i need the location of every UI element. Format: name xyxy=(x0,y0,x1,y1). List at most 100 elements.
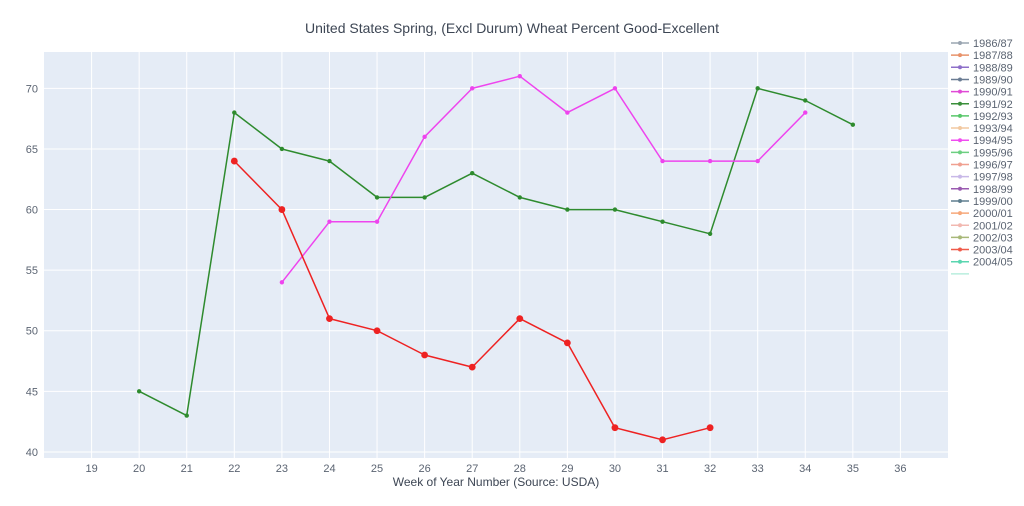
legend-swatch-marker xyxy=(958,101,962,106)
data-point xyxy=(422,195,427,200)
legend-label: 1992/93 xyxy=(973,111,1013,123)
x-tick-label: 19 xyxy=(85,463,97,475)
data-point xyxy=(755,86,760,91)
series-lines xyxy=(136,74,856,444)
x-tick-label: 31 xyxy=(656,463,668,475)
x-tick-label: 22 xyxy=(228,463,240,475)
x-tick-label: 25 xyxy=(371,463,383,475)
data-point xyxy=(279,146,285,152)
data-point xyxy=(660,219,665,224)
y-tick-label: 50 xyxy=(26,326,38,338)
legend-item[interactable]: 2004/05 xyxy=(951,257,1013,269)
legend-item[interactable]: 1994/95 xyxy=(951,135,1013,147)
legend-item[interactable]: 1996/97 xyxy=(951,160,1013,172)
x-tick-label: 21 xyxy=(181,463,193,475)
x-tick-label: 28 xyxy=(514,463,526,475)
legend-label: 1998/99 xyxy=(973,184,1013,196)
legend-item[interactable]: 2002/03 xyxy=(951,232,1013,244)
legend-item[interactable]: 2003/04 xyxy=(951,245,1013,257)
legend-item[interactable]: 1993/94 xyxy=(951,123,1013,135)
x-tick-label: 36 xyxy=(894,463,906,475)
legend-swatch-marker xyxy=(958,126,962,131)
data-point xyxy=(136,389,142,394)
legend-swatch-marker xyxy=(958,53,962,58)
chart-title: United States Spring, (Excl Durum) Wheat… xyxy=(305,20,719,36)
legend-item[interactable]: 1990/91 xyxy=(951,87,1013,99)
legend-swatch-marker xyxy=(958,198,962,203)
y-tick-label: 65 xyxy=(26,144,38,156)
data-point xyxy=(565,110,570,115)
legend-swatch-marker xyxy=(958,138,962,143)
data-point xyxy=(279,280,285,285)
legend-label: 2004/05 xyxy=(973,257,1013,269)
legend-label: 1993/94 xyxy=(973,123,1013,135)
x-tick-label: 24 xyxy=(323,463,335,475)
legend-item[interactable]: 2000/01 xyxy=(951,208,1013,220)
data-point xyxy=(327,219,332,224)
y-tick-label: 40 xyxy=(26,447,38,459)
x-tick-label: 34 xyxy=(799,463,811,475)
data-point xyxy=(660,158,665,164)
legend-item[interactable]: 1997/98 xyxy=(951,172,1013,184)
legend: 1986/871987/881988/891989/901990/911991/… xyxy=(951,38,1013,275)
x-tick-label: 23 xyxy=(276,463,288,475)
data-point xyxy=(468,363,476,371)
data-point xyxy=(612,207,618,212)
legend-swatch-marker xyxy=(958,162,962,167)
data-point xyxy=(232,110,237,115)
y-tick-label: 45 xyxy=(26,386,38,398)
data-point xyxy=(707,231,713,236)
legend-item[interactable]: 1988/89 xyxy=(951,62,1013,74)
legend-swatch-marker xyxy=(958,150,962,155)
data-point xyxy=(659,436,666,444)
x-tick-label: 27 xyxy=(466,463,478,475)
series-2 xyxy=(279,74,808,285)
legend-swatch-marker xyxy=(958,259,962,264)
legend-item[interactable]: 1998/99 xyxy=(951,184,1013,196)
legend-swatch-marker xyxy=(958,186,962,191)
plot-background xyxy=(44,52,948,458)
x-axis-title: Week of Year Number (Source: USDA) xyxy=(393,475,600,489)
data-point xyxy=(327,158,332,164)
legend-item[interactable]: 1992/93 xyxy=(951,111,1013,123)
legend-label: 2001/02 xyxy=(973,220,1013,232)
legend-swatch-marker xyxy=(958,41,962,45)
legend-item[interactable]: 1999/00 xyxy=(951,196,1013,208)
legend-swatch-marker xyxy=(958,77,962,82)
data-point xyxy=(326,315,333,323)
legend-item[interactable]: 2001/02 xyxy=(951,220,1013,232)
data-point xyxy=(230,157,238,165)
data-point xyxy=(563,339,571,347)
legend-label: 2000/01 xyxy=(973,208,1013,220)
series-3 xyxy=(230,157,714,444)
legend-label: 1989/90 xyxy=(973,74,1013,86)
data-point xyxy=(803,110,808,115)
data-point xyxy=(470,170,475,176)
data-point xyxy=(278,206,286,213)
legend-label: 1995/96 xyxy=(973,147,1013,159)
legend-label: 1986/87 xyxy=(973,38,1013,50)
data-point xyxy=(755,158,760,164)
data-point xyxy=(373,327,381,335)
legend-item[interactable]: 1989/90 xyxy=(951,74,1013,86)
legend-label: 1990/91 xyxy=(973,87,1013,99)
legend-item[interactable]: 1991/92 xyxy=(951,99,1013,111)
grid-lines xyxy=(44,52,948,458)
x-tick-label: 32 xyxy=(704,463,716,475)
data-point xyxy=(565,207,570,212)
legend-label: 1994/95 xyxy=(973,135,1013,147)
data-point xyxy=(517,74,522,79)
legend-label: 2003/04 xyxy=(973,245,1013,257)
data-point xyxy=(184,413,189,418)
y-tick-label: 55 xyxy=(26,265,38,277)
data-point xyxy=(374,195,380,200)
legend-item[interactable]: 1987/88 xyxy=(951,50,1013,62)
legend-swatch-marker xyxy=(958,89,962,94)
legend-label: 1996/97 xyxy=(973,160,1013,172)
legend-item[interactable]: 1986/87 xyxy=(951,38,1013,50)
data-point xyxy=(706,424,714,432)
legend-label: 1999/00 xyxy=(973,196,1013,208)
legend-item[interactable]: 1995/96 xyxy=(951,147,1013,159)
